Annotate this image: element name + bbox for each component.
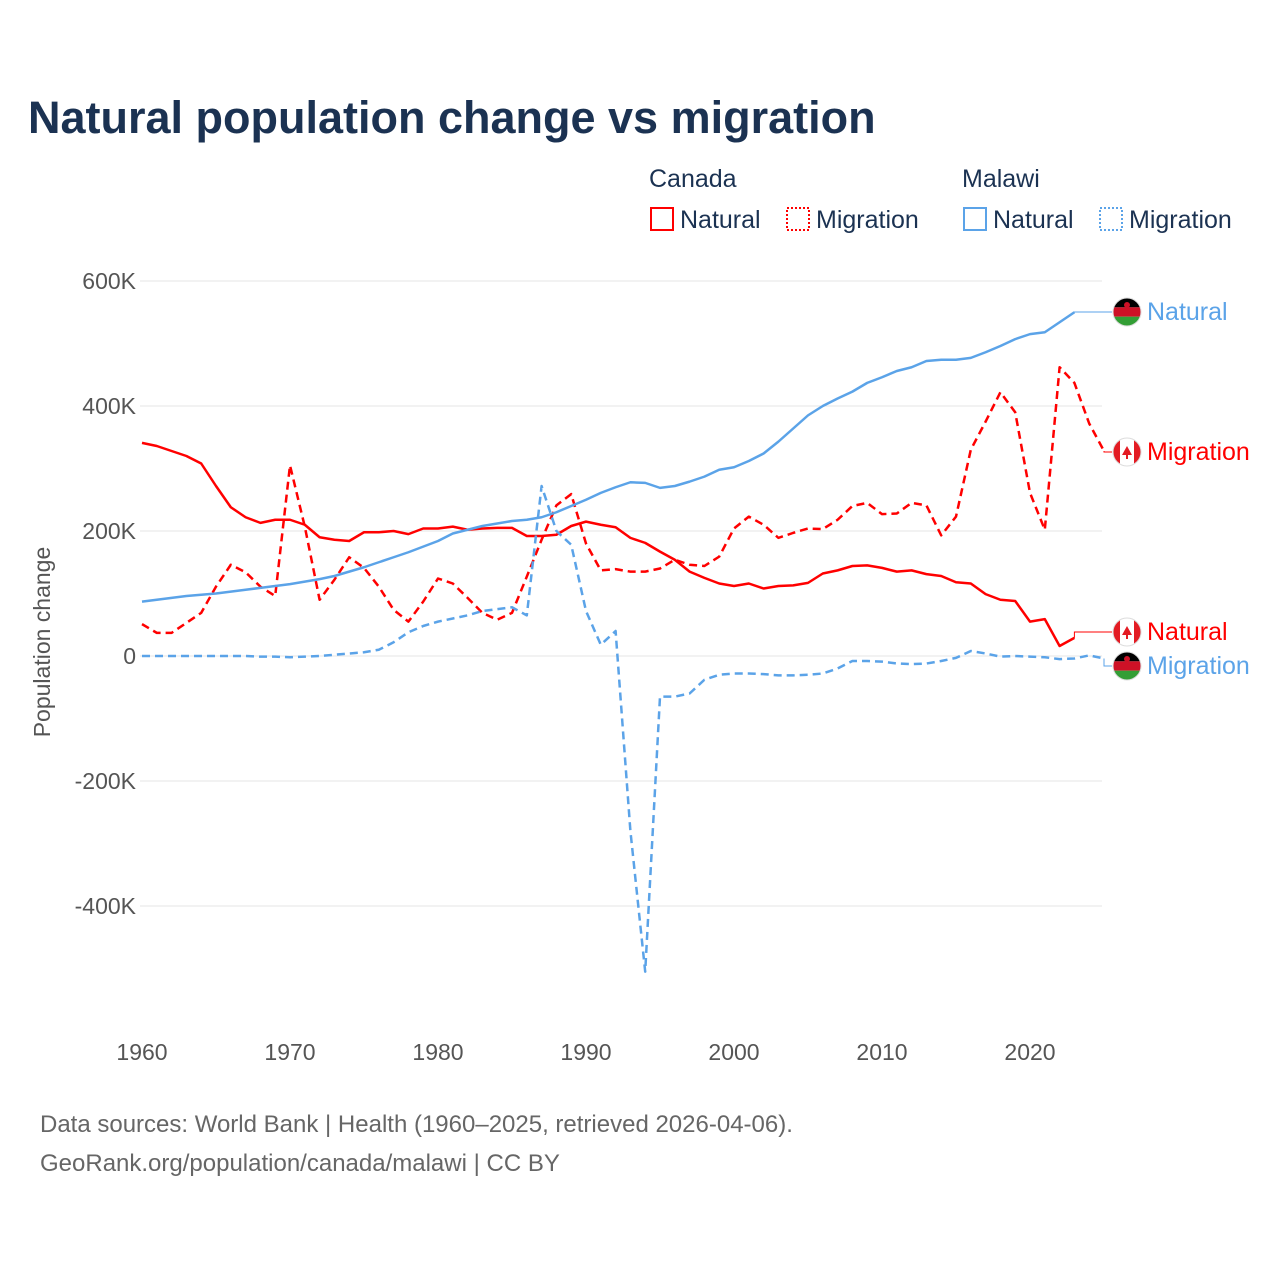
legend-group-canada: Canada	[649, 165, 737, 193]
chart-title: Natural population change vs migration	[28, 92, 876, 143]
end-label-canada-migration: Migration	[1147, 438, 1250, 466]
x-tick-label: 1990	[560, 1039, 611, 1065]
malawi-flag-icon	[1113, 298, 1141, 326]
series-line-malawi-natural	[142, 312, 1074, 601]
end-label-canada-natural: Natural	[1147, 618, 1228, 646]
legend-swatch-canada-natural	[651, 208, 673, 230]
end-labels: Natural Migration Natural Migration	[1074, 298, 1249, 680]
x-tick-label: 2010	[856, 1039, 907, 1065]
footer-attribution: GeoRank.org/population/canada/malawi | C…	[40, 1150, 560, 1177]
y-tick-label: -400K	[75, 893, 137, 919]
footer-source: Data sources: World Bank | Health (1960–…	[40, 1111, 793, 1138]
flag-sun	[1124, 656, 1130, 662]
legend: Canada Malawi Natural Migration Natural …	[649, 165, 1232, 234]
legend-label-canada-migration: Migration	[816, 206, 919, 234]
x-tick-label: 2000	[708, 1039, 759, 1065]
y-tick-label: -200K	[75, 768, 137, 794]
legend-swatch-malawi-migration	[1100, 208, 1122, 230]
gridlines	[140, 281, 1102, 906]
x-tick-label: 2020	[1004, 1039, 1055, 1065]
flag-stripe-red	[1113, 661, 1141, 670]
flag-stripe-red	[1113, 307, 1141, 316]
legend-label-canada-natural: Natural	[680, 206, 761, 234]
label-leader-line	[1074, 632, 1112, 638]
y-axis-label: Population change	[29, 547, 55, 738]
series-line-malawi-migration	[142, 486, 1104, 972]
x-tick-label: 1970	[264, 1039, 315, 1065]
legend-group-malawi: Malawi	[962, 165, 1040, 193]
label-leader-line	[1104, 659, 1112, 667]
canada-flag-icon	[1113, 438, 1141, 466]
end-label-malawi-migration: Migration	[1147, 652, 1250, 680]
legend-label-malawi-migration: Migration	[1129, 206, 1232, 234]
y-tick-label: 200K	[82, 518, 136, 544]
canada-flag-icon	[1113, 618, 1141, 646]
x-tick-label: 1980	[412, 1039, 463, 1065]
x-axis-ticks: 1960 1970 1980 1990 2000 2010 2020	[116, 1039, 1055, 1065]
y-tick-label: 400K	[82, 393, 136, 419]
legend-swatch-malawi-natural	[964, 208, 986, 230]
label-leader-line	[1104, 451, 1112, 452]
malawi-flag-icon	[1113, 652, 1141, 680]
legend-swatch-canada-migration	[787, 208, 809, 230]
y-tick-label: 0	[123, 643, 136, 669]
series-lines	[142, 312, 1104, 971]
series-line-canada-natural	[142, 443, 1074, 646]
y-axis-ticks: 600K 400K 200K 0 -200K -400K	[75, 268, 137, 919]
y-tick-label: 600K	[82, 268, 136, 294]
flag-sun	[1124, 302, 1130, 308]
legend-label-malawi-natural: Natural	[993, 206, 1074, 234]
end-label-malawi-natural: Natural	[1147, 298, 1228, 326]
series-line-canada-migration	[142, 367, 1104, 633]
x-tick-label: 1960	[116, 1039, 167, 1065]
